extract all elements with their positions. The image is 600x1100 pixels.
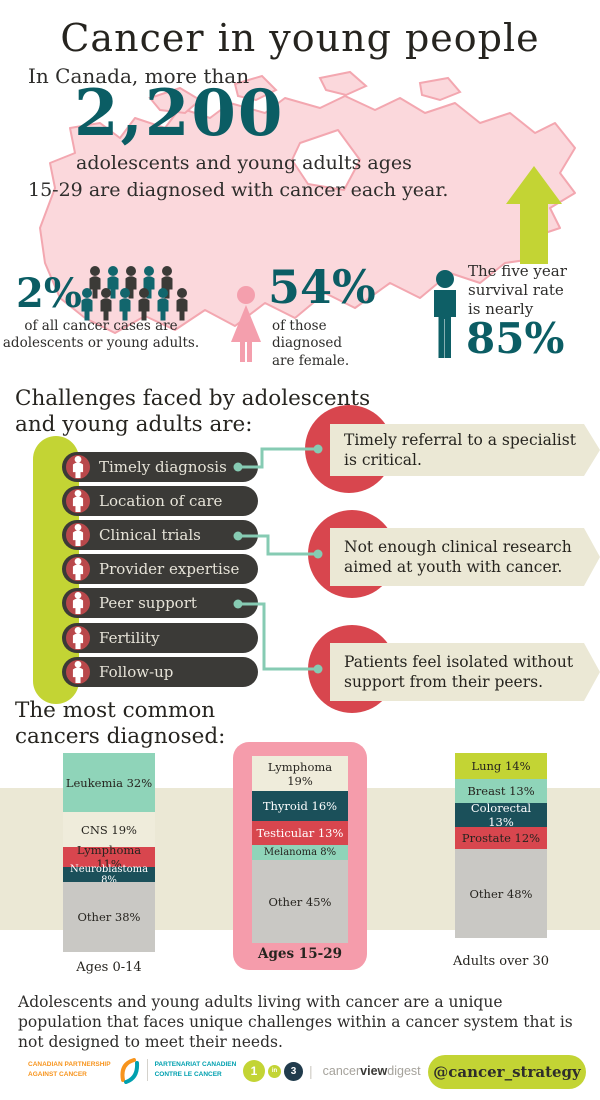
- cpac-logo-french-text: PARTENARIAT CANADIEN CONTRE LE CANCER: [154, 1061, 237, 1078]
- challenge-item-location-of-care: Location of care: [62, 486, 258, 516]
- chart-segment-neuroblastoma: Neuroblastoma 8%: [63, 864, 155, 886]
- chart-segment-other: Other 48%: [455, 849, 547, 938]
- big-number-2200: 2,200: [74, 76, 285, 151]
- chart-segment-breast: Breast 13%: [455, 779, 547, 803]
- cancerview-digest-logo: 1 in 3 | cancerviewdigest: [243, 1060, 421, 1082]
- one-in-three-three-icon: 3: [284, 1061, 303, 1081]
- page-title: Cancer in young people: [60, 16, 540, 60]
- intro-line-1: adolescents and young adults ages: [76, 152, 412, 174]
- chart-ages-0-14: Leukemia 32% CNS 19% Lymphoma 11% Neuroblas…: [63, 753, 155, 952]
- callout-banner-1: Timely referral to a specialist is criti…: [330, 424, 600, 476]
- chart-label-ages-15-29: Ages 15-29: [258, 946, 342, 962]
- challenge-item-label: Provider expertise: [99, 560, 240, 578]
- one-in-three-in-icon: in: [268, 1064, 281, 1078]
- crowd-icon: [81, 266, 188, 321]
- person-icon: [66, 660, 90, 684]
- chart-segment-leukemia: Leukemia 32%: [63, 753, 155, 812]
- footer-divider: [146, 1059, 148, 1081]
- chart-label-adults-over-30: Adults over 30: [452, 954, 550, 969]
- intro-prefix: In Canada, more than: [28, 64, 250, 88]
- person-icon: [66, 591, 90, 615]
- female-icon: [231, 286, 261, 362]
- challenge-item-provider-expertise: Provider expertise: [62, 554, 258, 584]
- closing-paragraph: Adolescents and young adults living with…: [18, 993, 573, 1052]
- one-in-three-icon: 1: [243, 1060, 265, 1082]
- person-icon: [66, 626, 90, 650]
- twitter-handle-button[interactable]: @cancer_strategy: [428, 1055, 586, 1089]
- chart-segment-lung: Lung 14%: [455, 753, 547, 779]
- footer-logo-separator: |: [309, 1063, 313, 1079]
- chart-ages-15-29: Lymphoma 19% Thyroid 16% Testicular 13% Mel…: [252, 756, 348, 943]
- challenge-item-label: Fertility: [99, 629, 160, 647]
- callout-banner-3: Patients feel isolated without support f…: [330, 643, 600, 701]
- intro-line-2: 15-29 are diagnosed with cancer each yea…: [28, 179, 449, 201]
- chart-segment-cns: CNS 19%: [63, 812, 155, 847]
- stat-female-share-value: 54%: [268, 260, 376, 314]
- cancers-heading: The most common cancers diagnosed:: [15, 698, 226, 750]
- chart-segment-other: Other 38%: [63, 882, 155, 952]
- person-icon: [66, 523, 90, 547]
- chart-segment-thyroid: Thyroid 16%: [252, 791, 348, 821]
- cpac-logo: CANADIAN PARTNERSHIP AGAINST CANCER PART…: [28, 1056, 236, 1084]
- up-arrow-icon: [506, 166, 562, 264]
- challenge-item-fertility: Fertility: [62, 623, 258, 653]
- challenges-heading: Challenges faced by adolescents and youn…: [15, 386, 371, 438]
- cancerviewdigest-wordmark: cancerviewdigest: [322, 1064, 421, 1078]
- challenge-item-label: Follow-up: [99, 663, 174, 681]
- stat-aya-share-caption: of all cancer cases are adolescents or y…: [2, 318, 200, 352]
- challenge-item-label: Location of care: [99, 492, 223, 510]
- stat-survival-lead: The five year survival rate is nearly: [468, 262, 567, 318]
- cpac-logo-mark: [120, 1058, 139, 1084]
- chart-segment-colorectal: Colorectal 13%: [455, 801, 547, 829]
- person-icon: [66, 557, 90, 581]
- chart-segment-lymphoma: Lymphoma 19%: [252, 756, 348, 791]
- stat-female-share-caption: of those diagnosed are female.: [272, 318, 350, 369]
- stat-aya-share-value: 2%: [16, 270, 82, 317]
- chart-segment-melanoma: Melanoma 8%: [252, 845, 348, 860]
- cpac-logo-english-text: CANADIAN PARTNERSHIP AGAINST CANCER: [28, 1061, 111, 1078]
- callout-banner-2: Not enough clinical research aimed at yo…: [330, 528, 600, 586]
- challenge-item-label: Timely diagnosis: [99, 458, 227, 476]
- chart-segment-prostate: Prostate 12%: [455, 827, 547, 849]
- challenge-item-timely-diagnosis: Timely diagnosis: [62, 452, 258, 482]
- chart-label-ages-0-14: Ages 0-14: [76, 960, 142, 975]
- challenge-item-label: Peer support: [99, 594, 197, 612]
- challenge-item-peer-support: Peer support: [62, 588, 258, 618]
- male-icon: [434, 270, 456, 358]
- person-icon: [66, 489, 90, 513]
- connector-lines: [233, 444, 323, 674]
- chart-segment-testicular: Testicular 13%: [252, 821, 348, 845]
- chart-segment-other: Other 45%: [252, 860, 348, 943]
- person-icon: [66, 455, 90, 479]
- stat-survival-value: 85%: [466, 314, 565, 363]
- challenge-item-clinical-trials: Clinical trials: [62, 520, 258, 550]
- challenge-item-label: Clinical trials: [99, 526, 201, 544]
- chart-adults-over-30: Lung 14% Breast 13% Colorectal 13% Prostate…: [455, 753, 547, 938]
- challenge-item-follow-up: Follow-up: [62, 657, 258, 687]
